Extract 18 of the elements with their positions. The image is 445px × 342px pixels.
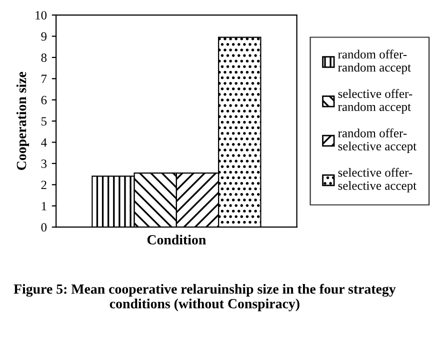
y-tick-label: 8 [41,53,47,62]
y-axis-title: Cooperation size [16,72,29,170]
y-tick-label: 10 [36,11,47,20]
y-tick-label: 7 [42,74,47,83]
legend-label: random offer- random accept [338,50,411,74]
legend-label: random offer- selective accept [338,128,416,153]
x-axis-title: Condition [147,234,206,244]
text: Figure 5: Mean cooperative relaruinship size in the four strategy conditions (without Conspiracy) [14,284,396,312]
y-tick-label: 4 [41,138,47,147]
y-tick-label: 1 [42,202,46,210]
legend-label: selective offer- random accept [338,89,412,114]
y-tick-label: 9 [41,32,47,41]
y-tick-label: 2 [41,180,46,190]
y-tick-label: 3 [41,160,47,168]
legend-label: selective offer- selective accept [338,168,416,192]
y-tick-label: 0 [41,223,47,232]
y-tick-label: 5 [42,117,47,126]
y-tick-label: 6 [41,96,47,104]
